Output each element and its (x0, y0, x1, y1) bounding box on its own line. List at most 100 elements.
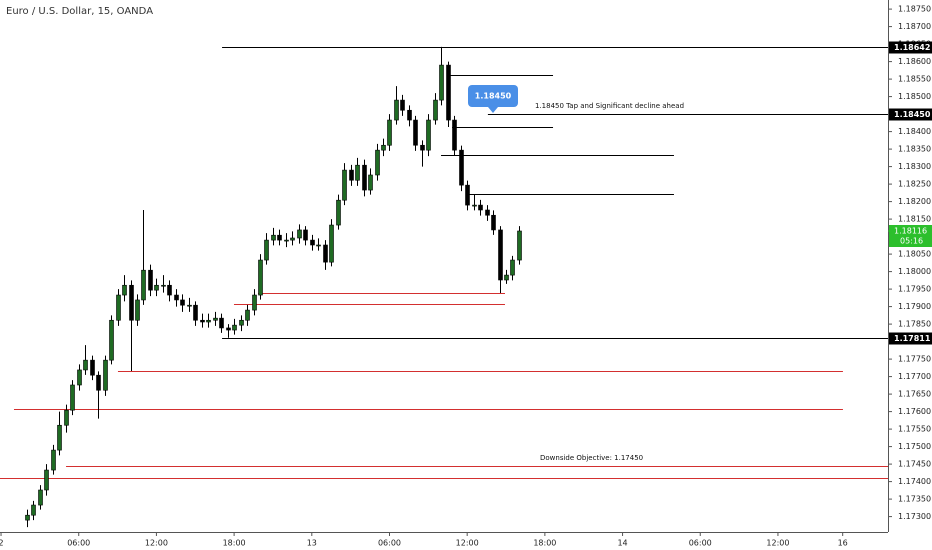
last-price-label: 1.18116 (894, 227, 927, 236)
y-tick-label: 1.18750 (898, 5, 931, 14)
y-tick-label: 1.17900 (898, 302, 931, 311)
candle-body (25, 514, 30, 521)
candle-body (70, 384, 75, 411)
x-tick-label: 2 (0, 539, 4, 548)
candle-body (38, 489, 43, 506)
level-price-box (889, 332, 932, 345)
candle-body (413, 119, 418, 146)
y-tick-label: 1.17550 (898, 425, 931, 434)
y-tick-label: 1.17650 (898, 390, 931, 399)
countdown-label: 05:16 (900, 237, 923, 246)
candle-body (213, 317, 218, 321)
y-tick-label: 1.18350 (898, 145, 931, 154)
candle-body (420, 144, 425, 151)
x-tick-label: 12:00 (145, 539, 168, 548)
candle-body (323, 244, 328, 263)
candle-body (193, 304, 198, 321)
y-tick-label: 1.17450 (898, 460, 931, 469)
candle-body (31, 504, 36, 516)
candle-body (264, 239, 269, 261)
y-tick-label: 1.17500 (898, 442, 931, 451)
candle-body (387, 119, 392, 146)
y-tick-label: 1.17950 (898, 285, 931, 294)
candle-body (109, 319, 114, 361)
candle-body (57, 424, 62, 451)
candle-body (375, 149, 380, 176)
candle-body (491, 214, 496, 231)
candle-body (336, 199, 341, 226)
candle-body (426, 119, 431, 151)
candle-body (504, 274, 509, 281)
candle-body (148, 269, 153, 291)
candle-body (362, 164, 367, 191)
candle-body (206, 319, 211, 323)
y-tick-label: 1.17350 (898, 495, 931, 504)
level-price-label: 1.18450 (894, 110, 931, 119)
y-tick-label: 1.18400 (898, 127, 931, 136)
candle-body (200, 319, 205, 323)
candle-body (310, 239, 315, 246)
callout-pointer (488, 107, 498, 113)
candle-body (433, 99, 438, 121)
candle-body (44, 469, 49, 491)
level-price-box (889, 108, 932, 121)
candle-body (174, 294, 179, 301)
x-tick-label: 13 (307, 539, 317, 548)
level-price-label: 1.18642 (894, 43, 930, 52)
candle-body (394, 99, 399, 121)
candle-body (161, 284, 166, 287)
candle-body (316, 244, 321, 247)
candle-body (180, 299, 185, 306)
y-tick-label: 1.18700 (898, 22, 931, 31)
candle-body (103, 359, 108, 391)
x-tick-label: 06:00 (67, 539, 90, 548)
candle-body (465, 184, 470, 206)
candle-body (407, 109, 412, 121)
y-tick-label: 1.17700 (898, 372, 931, 381)
candle-body (83, 359, 88, 371)
y-tick-label: 1.18300 (898, 162, 931, 171)
candle-body (349, 169, 354, 181)
y-tick-label: 1.18500 (898, 92, 931, 101)
x-tick-label: 06:00 (378, 539, 401, 548)
callout-label: 1.18450 (475, 92, 512, 101)
y-tick-label: 1.17850 (898, 320, 931, 329)
candle-body (478, 204, 483, 211)
x-tick-label: 12:00 (456, 539, 479, 548)
candle-body (400, 99, 405, 111)
candle-body (284, 239, 289, 242)
candle-body (187, 304, 192, 307)
x-tick-label: 14 (617, 539, 627, 548)
chart-title: Euro / U.S. Dollar, 15, OANDA (6, 6, 153, 17)
candle-body (472, 204, 477, 207)
callout-bubble (468, 85, 518, 107)
candle-body (96, 374, 101, 391)
candle-body (446, 64, 451, 121)
y-tick-label: 1.18150 (898, 215, 931, 224)
candle-body (452, 119, 457, 151)
candle-body (252, 294, 257, 311)
annotation: 1.18450 Tap and Significant decline ahea… (535, 102, 684, 110)
candle-body (342, 169, 347, 201)
candle-body (485, 209, 490, 216)
candle-body (77, 369, 82, 386)
candle-body (219, 317, 224, 329)
last-price-box (889, 225, 932, 247)
candle-body (381, 144, 386, 151)
candle-body (51, 449, 56, 471)
candle-body (226, 327, 231, 331)
candle-body (129, 284, 134, 321)
x-tick-label: 16 (838, 539, 848, 548)
x-tick-label: 18:00 (223, 539, 246, 548)
y-tick-label: 1.17600 (898, 407, 931, 416)
candle-body (329, 224, 334, 263)
level-price-box (889, 41, 932, 54)
candle-body (510, 259, 515, 276)
candle-body (368, 174, 373, 191)
candle-body (90, 359, 95, 376)
x-tick-label: 06:00 (689, 539, 712, 548)
y-tick-label: 1.18250 (898, 180, 931, 189)
candle-body (245, 309, 250, 321)
candle-body (271, 234, 276, 241)
